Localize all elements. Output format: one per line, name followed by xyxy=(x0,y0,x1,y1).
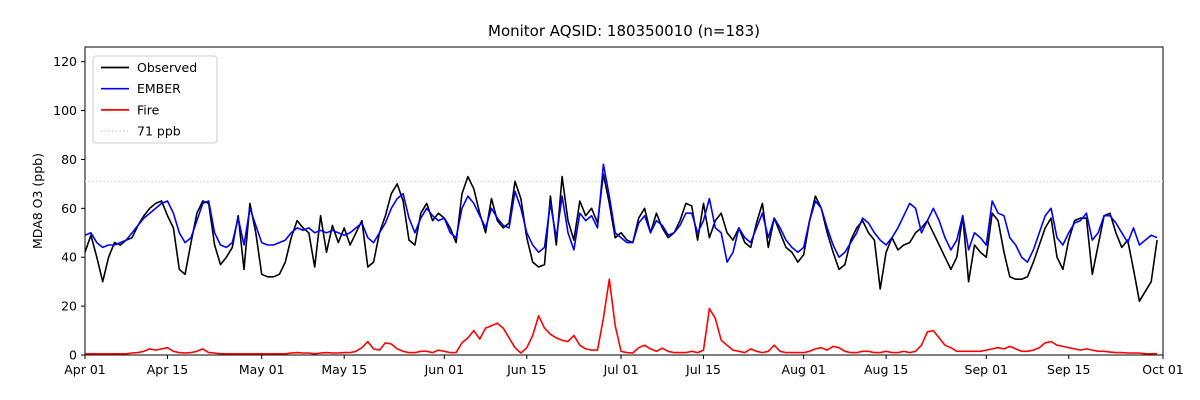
x-tick-label: May 15 xyxy=(321,362,367,377)
series-observed xyxy=(84,173,1158,303)
x-tick-label: Jul 15 xyxy=(685,362,721,377)
series-fire xyxy=(85,278,1158,355)
chart-title: Monitor AQSID: 180350010 (n=183) xyxy=(488,22,760,40)
legend-label: Fire xyxy=(137,102,160,117)
y-tick-label: 80 xyxy=(61,152,77,167)
y-tick-label: 0 xyxy=(69,348,77,363)
x-tick-label: Oct 01 xyxy=(1142,362,1184,377)
x-tick-label: Sep 15 xyxy=(1047,362,1090,377)
x-tick-label: Aug 15 xyxy=(864,362,908,377)
legend-label: 71 ppb xyxy=(137,124,181,139)
series-ember xyxy=(84,163,1158,263)
x-tick-label: Jun 15 xyxy=(506,362,546,377)
x-tick-label: Sep 01 xyxy=(965,362,1008,377)
y-tick-label: 100 xyxy=(53,103,77,118)
y-tick-label: 60 xyxy=(61,201,77,216)
legend-label: EMBER xyxy=(137,81,181,96)
legend-box xyxy=(92,55,218,144)
x-tick-label: May 01 xyxy=(239,362,285,377)
x-tick-label: Apr 15 xyxy=(147,362,189,377)
y-tick-label: 120 xyxy=(53,54,77,69)
legend-label: Observed xyxy=(137,60,197,75)
y-axis-label: MDA8 O3 (ppb) xyxy=(30,153,45,249)
x-tick-label: Jun 01 xyxy=(424,362,464,377)
y-tick-label: 20 xyxy=(61,299,77,314)
plot-border xyxy=(84,46,1164,356)
y-tick-label: 40 xyxy=(61,250,77,265)
x-tick-label: Apr 01 xyxy=(64,362,106,377)
x-tick-label: Aug 01 xyxy=(782,362,826,377)
x-tick-label: Jul 01 xyxy=(603,362,639,377)
